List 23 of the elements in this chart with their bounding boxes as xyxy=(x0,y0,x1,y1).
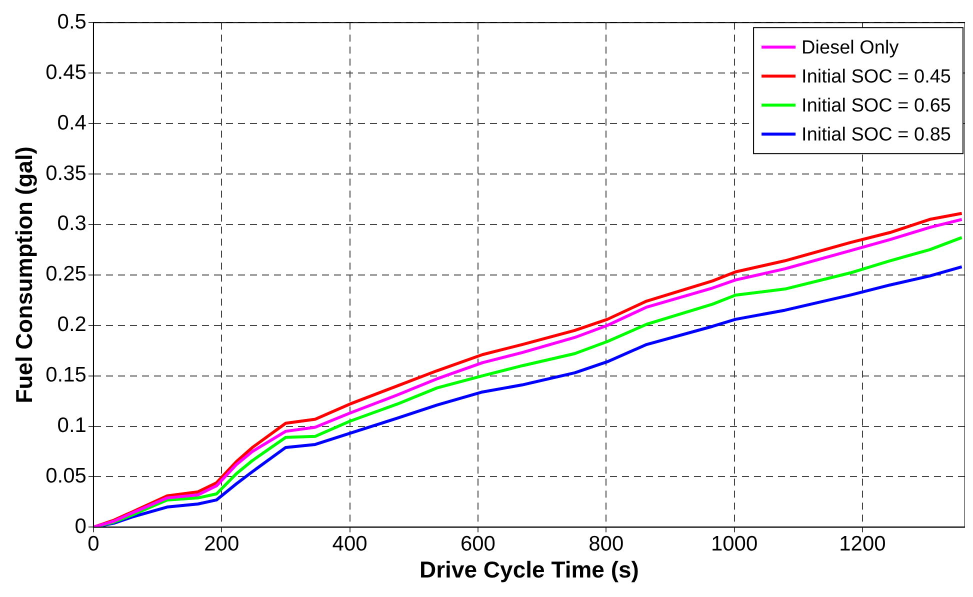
y-tick-label: 0.3 xyxy=(57,212,86,236)
y-tick-label: 0.35 xyxy=(46,162,86,185)
y-tick-label: 0.5 xyxy=(57,10,86,34)
legend-label: Initial SOC = 0.65 xyxy=(802,95,952,116)
y-tick-label: 0.25 xyxy=(46,262,86,286)
legend-label: Initial SOC = 0.45 xyxy=(802,66,952,88)
y-tick-label: 0.1 xyxy=(57,414,86,438)
x-tick-label: 1200 xyxy=(839,532,886,556)
x-tick-label: 1000 xyxy=(710,532,758,556)
y-tick-label: 0 xyxy=(74,514,86,538)
legend-label: Initial SOC = 0.85 xyxy=(802,124,952,146)
x-tick-label: 200 xyxy=(204,532,240,556)
x-tick-label: 800 xyxy=(588,532,624,556)
legend-label: Diesel Only xyxy=(802,37,900,58)
y-tick-label: 0.2 xyxy=(57,313,86,336)
y-axis-title: Fuel Consumption (gal) xyxy=(11,146,38,404)
y-tick-label: 0.45 xyxy=(46,60,86,84)
x-tick-label: 600 xyxy=(460,532,496,556)
y-tick-label: 0.05 xyxy=(46,464,86,488)
x-axis-title: Drive Cycle Time (s) xyxy=(420,556,639,583)
x-tick-label: 400 xyxy=(332,532,368,556)
y-tick-label: 0.4 xyxy=(57,111,87,134)
y-tick-label: 0.15 xyxy=(46,364,86,387)
